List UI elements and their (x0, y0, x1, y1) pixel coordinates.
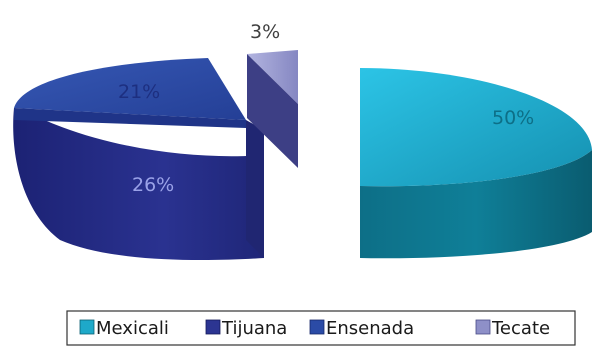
slice-ensenada (14, 58, 246, 120)
legend-swatch-ensenada (309, 319, 325, 335)
legend-swatch-tecate (475, 319, 491, 335)
legend-swatch-tijuana (205, 319, 221, 335)
slice-tecate (247, 50, 298, 104)
slice-mexicali (360, 68, 592, 187)
legend-item-mexicali: Mexicali (79, 318, 169, 339)
slice-tijuana-wall (246, 120, 264, 258)
legend-item-tijuana: Tijuana (205, 318, 287, 339)
slice-tecate-side (247, 54, 298, 168)
value-label-tecate: 3% (250, 21, 280, 43)
legend-item-ensenada: Ensenada (309, 318, 414, 339)
legend: Mexicali Tijuana Ensenada Tecate (66, 310, 576, 346)
value-label-tijuana: 26% (132, 174, 174, 196)
legend-swatch-mexicali (79, 319, 95, 335)
legend-label-tijuana: Tijuana (221, 318, 287, 339)
legend-item-tecate: Tecate (475, 318, 550, 339)
value-label-mexicali: 50% (492, 107, 534, 129)
legend-label-mexicali: Mexicali (96, 318, 169, 339)
legend-label-ensenada: Ensenada (326, 318, 414, 339)
slice-ensenada-rim (14, 108, 246, 128)
slice-mexicali-side (360, 150, 592, 259)
value-label-ensenada: 21% (118, 81, 160, 103)
legend-label-tecate: Tecate (491, 318, 550, 339)
slice-tijuana-side (13, 108, 265, 261)
